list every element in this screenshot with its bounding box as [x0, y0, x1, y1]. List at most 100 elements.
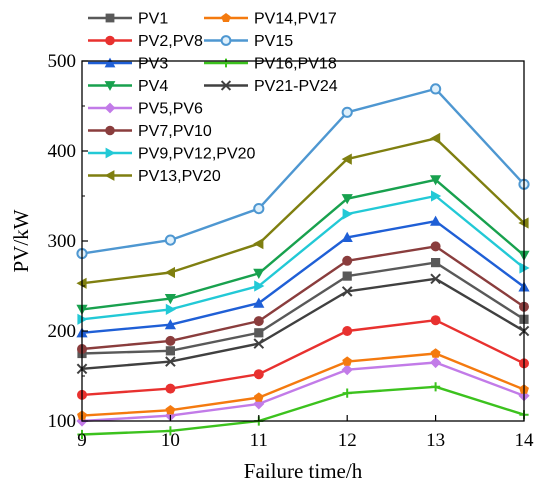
data-point	[431, 382, 441, 392]
data-point	[253, 316, 264, 327]
data-point	[253, 297, 265, 308]
data-point	[165, 335, 176, 346]
x-tick-label: 12	[338, 430, 357, 451]
x-tick-label: 13	[426, 430, 445, 451]
axes: 9 10 11 12 13 14 100 200 300 400 500	[48, 51, 535, 451]
data-point	[220, 80, 232, 91]
legend: PV1 PV2,PV8 PV3 PV4 PV5,PV6 PV7,PV10 PV9,PV12,…	[88, 11, 338, 185]
x-axis-title: Failure time/h	[244, 459, 363, 483]
data-point	[430, 356, 442, 369]
data-point	[165, 303, 176, 315]
legend-label: PV16,PV18	[254, 56, 337, 73]
legend-label: PV2,PV8	[138, 33, 203, 50]
x-tick-label: 11	[250, 430, 268, 451]
data-point	[430, 348, 441, 358]
data-point	[105, 125, 115, 136]
legend-label: PV7,PV10	[138, 123, 212, 140]
data-point	[430, 273, 441, 285]
data-point	[430, 83, 442, 95]
data-point	[430, 241, 441, 252]
series-line	[81, 194, 525, 321]
data-point	[164, 319, 176, 330]
data-point	[164, 294, 176, 305]
x-tick-label: 10	[161, 430, 180, 451]
data-point	[341, 106, 353, 118]
data-point	[430, 315, 441, 326]
data-point	[165, 383, 176, 394]
data-point	[253, 238, 264, 250]
data-point	[221, 58, 231, 68]
data-point	[341, 153, 352, 165]
data-point	[430, 132, 441, 144]
plot-lines	[81, 87, 525, 436]
legend-label: PV21-PV24	[254, 78, 338, 95]
x-tick-label: 9	[77, 430, 87, 451]
data-point	[254, 328, 264, 338]
legend-label: PV14,PV17	[254, 11, 337, 28]
x-tick-label: 14	[515, 430, 535, 451]
data-point	[253, 338, 265, 349]
y-tick-label: 100	[48, 411, 77, 432]
data-point	[253, 203, 265, 215]
series-line	[81, 178, 525, 311]
data-point	[342, 255, 353, 266]
series-line	[81, 361, 525, 423]
data-point	[253, 398, 265, 410]
data-point	[342, 208, 353, 220]
y-tick-label: 300	[48, 231, 77, 252]
series-line	[81, 385, 525, 436]
data-point	[105, 13, 115, 23]
data-point	[165, 356, 176, 367]
data-point	[430, 215, 442, 226]
series-line	[81, 277, 525, 370]
data-point	[105, 147, 116, 159]
data-point	[165, 346, 175, 356]
data-point	[431, 190, 442, 202]
data-point	[342, 356, 353, 366]
data-point	[342, 388, 352, 398]
data-point	[342, 326, 353, 336]
y-tick-label: 500	[48, 51, 77, 72]
series-line	[81, 319, 525, 397]
data-point	[254, 280, 265, 292]
data-point	[341, 286, 353, 297]
data-point	[104, 102, 116, 114]
legend-label: PV4	[138, 78, 168, 95]
y-tick-label: 200	[48, 321, 77, 342]
data-point	[341, 231, 353, 242]
data-point	[165, 426, 175, 436]
y-axis-title: PV/kW	[9, 209, 33, 272]
series-line	[81, 245, 525, 351]
data-point	[221, 13, 231, 23]
series-line	[81, 352, 525, 417]
data-point	[164, 234, 176, 246]
data-point	[430, 175, 442, 186]
data-point	[104, 81, 116, 91]
legend-label: PV13,PV20	[138, 168, 221, 185]
data-point	[253, 369, 264, 380]
data-point	[431, 258, 441, 268]
legend-label: PV15	[254, 33, 293, 50]
data-point	[105, 35, 115, 46]
data-point	[104, 57, 116, 68]
data-point	[253, 392, 264, 402]
legend-label: PV5,PV6	[138, 101, 203, 118]
series-line	[81, 137, 525, 285]
series-line	[81, 261, 525, 355]
data-point	[104, 170, 115, 181]
data-point	[342, 271, 352, 281]
data-point	[165, 405, 176, 415]
y-tick-label: 400	[48, 141, 77, 162]
data-point	[341, 194, 353, 205]
series-line	[81, 219, 525, 334]
data-point	[164, 266, 175, 279]
series-line	[81, 87, 525, 255]
legend-label: PV9,PV12,PV20	[138, 146, 256, 163]
data-point	[77, 429, 87, 440]
data-point	[253, 268, 265, 279]
data-point	[220, 35, 232, 46]
legend-label: PV3	[138, 56, 168, 73]
legend-label: PV1	[138, 11, 168, 28]
data-point	[341, 364, 353, 376]
